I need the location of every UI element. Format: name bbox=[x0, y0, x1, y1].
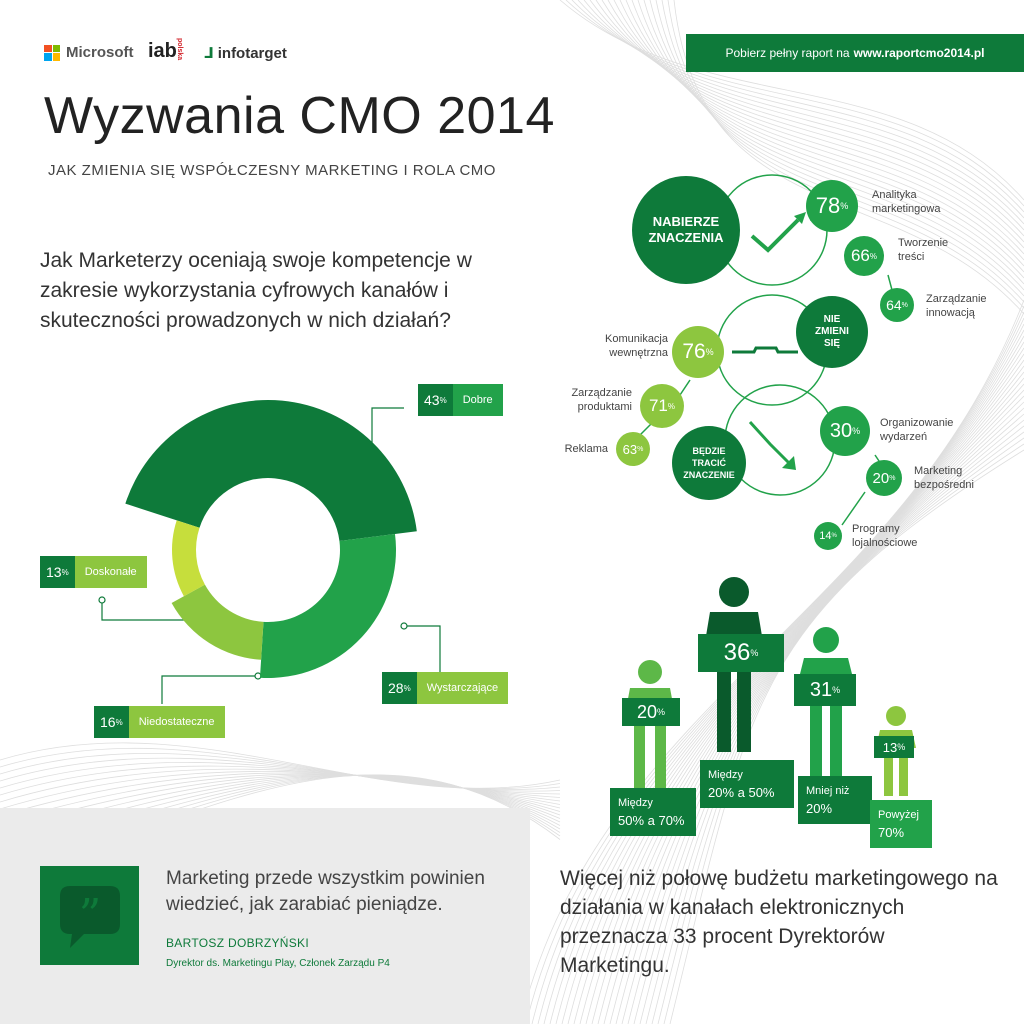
bubble-nie-zmieni: NIE ZMIENI SIĘ bbox=[796, 296, 868, 368]
iab-logo: iab polska bbox=[148, 38, 183, 63]
bubble-bedzie-tracic: BĘDZIE TRACIĆ ZNACZENIE bbox=[672, 426, 746, 500]
legend-doskonale: 13% Doskonałe bbox=[40, 556, 147, 588]
person-4-value: 13% bbox=[874, 736, 914, 758]
leader-line-wystarczajace bbox=[404, 625, 441, 676]
leader-line-niedostateczne bbox=[161, 675, 258, 704]
label-marketing-bezposredni: Marketing bezpośredni bbox=[914, 465, 974, 491]
legend-wystarczajace-value: 28% bbox=[382, 672, 417, 704]
label-tworzenie: Tworzenie treści bbox=[898, 237, 949, 263]
person-4-range-value: 70% bbox=[878, 825, 905, 840]
donut-segment-doskonałe bbox=[172, 520, 205, 597]
svg-text:”: ” bbox=[79, 890, 102, 941]
person-3-value: 31% bbox=[794, 674, 856, 706]
legend-doskonale-label: Doskonałe bbox=[74, 556, 147, 588]
person-2-range: Między 20% a 50% bbox=[700, 760, 794, 808]
bubble-programy: 14% bbox=[814, 522, 842, 550]
budget-summary-text: Więcej niż połowę budżetu marketingowego… bbox=[560, 867, 998, 977]
bubble-marketing-bezposredni: 20% bbox=[866, 460, 902, 496]
label-innowacja: Zarządzanie innowacją bbox=[926, 293, 987, 319]
legend-doskonale-value: 13% bbox=[40, 556, 75, 588]
quote-icon: ” bbox=[40, 866, 139, 965]
label-produkty: Zarządzanie produktami bbox=[571, 387, 632, 413]
person-1-range: Między 50% a 70% bbox=[610, 788, 696, 836]
person-2-range-label: Między bbox=[708, 769, 743, 781]
bubble-wydarzenia: 30% bbox=[820, 406, 870, 456]
label-wydarzenia: Organizowanie wydarzeń bbox=[880, 417, 954, 443]
bubble-komunikacja: 76% bbox=[672, 326, 724, 378]
label-komunikacja: Komunikacja wewnętrzna bbox=[605, 333, 668, 359]
microsoft-logo-text: Microsoft bbox=[66, 44, 134, 61]
person-3-range-value: 20% bbox=[806, 801, 833, 816]
speech-bubble-icon: ” bbox=[60, 886, 120, 948]
legend-niedostateczne-label: Niedostateczne bbox=[128, 706, 225, 738]
bubble-analityka: 78% bbox=[806, 180, 858, 232]
page-title: Wyzwania CMO 2014 bbox=[44, 87, 555, 145]
label-programy: Programy lojalnościowe bbox=[852, 523, 918, 549]
person-3-range: Mniej niż 20% bbox=[798, 776, 872, 824]
flat-line-icon bbox=[732, 346, 798, 354]
legend-dobre-label: Dobre bbox=[452, 384, 503, 416]
leader-line-doskonale bbox=[101, 600, 210, 621]
legend-wystarczajace: 28% Wystarczające bbox=[382, 672, 509, 704]
microsoft-icon bbox=[44, 44, 60, 61]
person-4-range-label: Powyżej bbox=[878, 809, 919, 821]
person-figure-1 bbox=[624, 660, 676, 792]
legend-wystarczajace-label: Wystarczające bbox=[416, 672, 509, 704]
competence-donut-chart bbox=[98, 399, 441, 704]
label-analityka: Analityka marketingowa bbox=[872, 189, 941, 215]
quote-role: Dyrektor ds. Marketingu Play, Członek Za… bbox=[166, 958, 390, 969]
legend-niedostateczne: 16% Niedostateczne bbox=[94, 706, 225, 738]
donut-segment-dobre bbox=[125, 399, 417, 541]
quote-author: BARTOSZ DOBRZYŃSKI bbox=[166, 936, 309, 950]
person-2-range-value: 20% a 50% bbox=[708, 785, 775, 800]
bubble-tworzenie: 66% bbox=[844, 236, 884, 276]
infotarget-logo-text: infotarget bbox=[217, 45, 287, 62]
donut-segment-wystarczające bbox=[259, 533, 396, 678]
microsoft-logo: Microsoft bbox=[44, 44, 134, 61]
person-2-value: 36% bbox=[698, 634, 784, 672]
leader-line-dobre bbox=[371, 407, 404, 454]
bubble-reklama: 63% bbox=[616, 432, 650, 466]
competence-question: Jak Marketerzy oceniają swoje kompetencj… bbox=[40, 249, 472, 332]
person-3-range-label: Mniej niż bbox=[806, 785, 850, 797]
download-report-text: Pobierz pełny raport na bbox=[725, 46, 850, 60]
bubble-innowacja: 64% bbox=[880, 288, 914, 322]
quote-text: Marketing przede wszystkim powinien wied… bbox=[166, 868, 485, 915]
page-subtitle: JAK ZMIENIA SIĘ WSPÓŁCZESNY MARKETING I … bbox=[48, 162, 496, 179]
legend-dobre-value: 43% bbox=[418, 384, 453, 416]
importance-diagram bbox=[639, 174, 893, 526]
bubble-produkty: 71% bbox=[640, 384, 684, 428]
checkmark-up-icon bbox=[750, 218, 800, 253]
report-link[interactable]: www.raportcmo2014.pl bbox=[853, 46, 985, 60]
person-1-value: 20% bbox=[622, 698, 680, 726]
legend-niedostateczne-value: 16% bbox=[94, 706, 129, 738]
legend-dobre: 43% Dobre bbox=[418, 384, 503, 416]
person-1-range-value: 50% a 70% bbox=[618, 813, 685, 828]
infotarget-logo: ⅃ infotarget bbox=[204, 45, 287, 62]
person-4-range: Powyżej 70% bbox=[870, 800, 932, 848]
arrow-down-icon bbox=[748, 420, 792, 466]
download-report-bar[interactable]: Pobierz pełny raport na www.raportcmo201… bbox=[686, 34, 1024, 72]
person-1-range-label: Między bbox=[618, 797, 653, 809]
donut-segment-niedostateczne bbox=[171, 584, 264, 660]
label-reklama: Reklama bbox=[564, 443, 608, 455]
iab-logo-sub: polska bbox=[176, 38, 183, 61]
bubble-nabierze: NABIERZE ZNACZENIA bbox=[632, 176, 740, 284]
iab-logo-text: iab bbox=[148, 40, 177, 62]
